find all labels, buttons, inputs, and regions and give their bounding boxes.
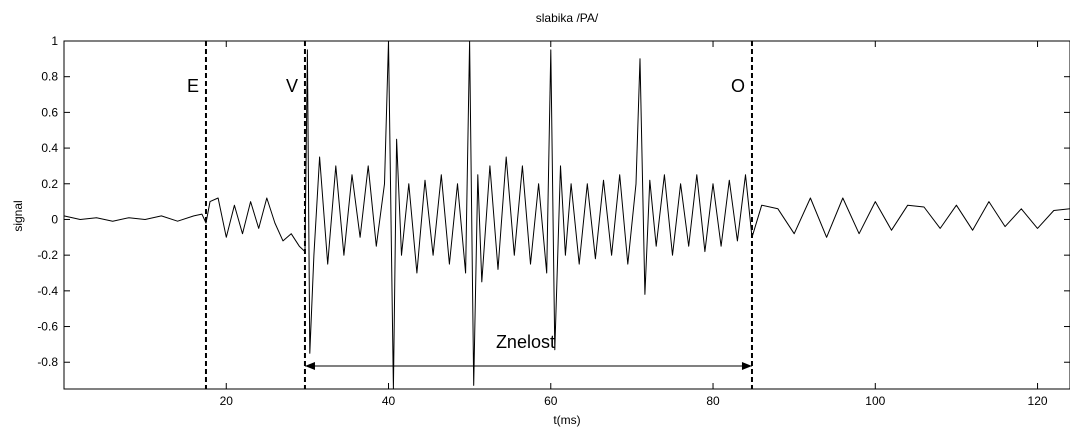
y-tick-label: 0 [51, 212, 58, 226]
y-ticks: -0.8 -0.6 -0.4 -0.2 0 0.2 0.4 0.6 0.8 1 [37, 34, 1070, 369]
y-tick-label: 1 [51, 34, 58, 48]
plot-frame [63, 40, 1070, 390]
marker-label-o: O [731, 76, 745, 96]
x-tick-label: 80 [706, 394, 720, 408]
y-tick-label: 0.6 [41, 105, 58, 119]
x-ticks: 20 40 60 80 100 120 [220, 41, 1048, 408]
y-tick-label: 0.2 [41, 177, 58, 191]
y-tick-label: -0.8 [37, 355, 58, 369]
annotation-arrow-head-left [304, 362, 315, 370]
annotation-arrow-head-right [741, 362, 752, 370]
y-tick-label: 0.8 [41, 70, 58, 84]
y-tick-label: -0.2 [37, 248, 58, 262]
marker-label-e: E [187, 76, 199, 96]
y-tick-label: 0.4 [41, 141, 58, 155]
x-tick-label: 120 [1028, 394, 1048, 408]
y-tick-label: -0.4 [37, 284, 58, 298]
y-axis-label: signal [11, 200, 25, 231]
annotation-layer: Znelost [304, 332, 752, 370]
marker-label-v: V [286, 76, 298, 96]
x-tick-label: 40 [382, 394, 396, 408]
x-tick-label: 20 [220, 394, 234, 408]
y-tick-label: -0.6 [37, 320, 58, 334]
signal-series-line [63, 40, 1070, 390]
x-axis-label: t(ms) [553, 413, 580, 427]
chart-title: slabika /PA/ [536, 11, 599, 25]
annotation-label: Znelost [496, 332, 555, 352]
x-tick-label: 100 [865, 394, 885, 408]
series-layer [63, 40, 1070, 390]
x-tick-label: 60 [544, 394, 558, 408]
